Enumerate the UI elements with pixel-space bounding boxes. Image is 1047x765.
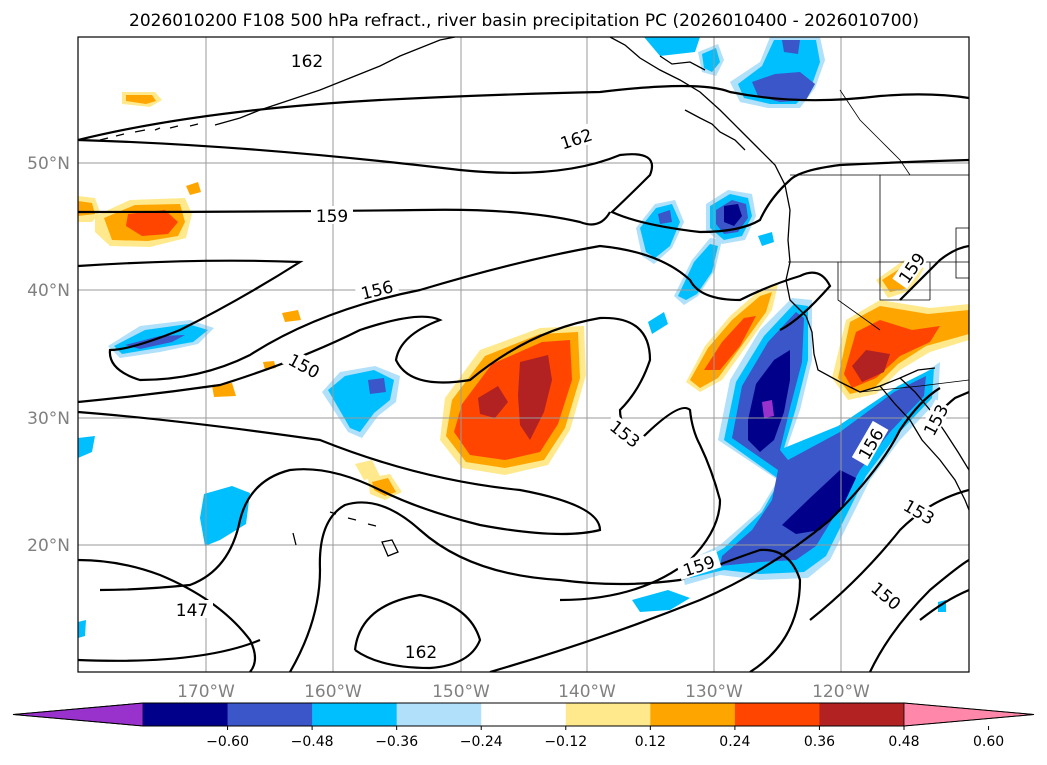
- shade-pos-2: [372, 478, 396, 496]
- colorbar-swatch: [227, 703, 313, 726]
- shade-pos-1: [355, 460, 380, 480]
- map-title: 2026010200 F108 500 hPa refract., river …: [129, 11, 919, 31]
- colorbar-swatch: [143, 703, 229, 726]
- shade-neg-3: [752, 72, 815, 102]
- shade-pos-4: [478, 386, 508, 418]
- shade-pos-4: [852, 350, 890, 382]
- colorbar-swatch: [312, 703, 398, 726]
- colorbar-tick-label: 0.60: [973, 734, 1004, 750]
- contour-label: 162: [291, 52, 323, 72]
- contour-label: 147: [176, 601, 208, 621]
- shade-neg-2: [78, 436, 95, 458]
- colorbar-tick-label: −0.24: [460, 734, 503, 750]
- shade-neg-4: [782, 470, 856, 534]
- lat-label: 20°N: [27, 536, 70, 556]
- map-frame: [77, 36, 970, 673]
- shade-pos-3: [704, 316, 756, 370]
- colorbar-extend-low: [12, 702, 144, 727]
- shade-neg-5: [762, 400, 774, 418]
- shade-pos-2: [282, 310, 301, 322]
- lon-label: 140°W: [558, 682, 616, 702]
- shade-neg-2: [702, 48, 720, 72]
- latitude-labels: 50°N 40°N 30°N 20°N: [27, 154, 70, 556]
- shade-pos-2: [186, 182, 201, 195]
- colorbar-tick-label: −0.36: [375, 734, 418, 750]
- shade-neg-2: [678, 244, 718, 300]
- shade-neg-3: [368, 378, 386, 394]
- shade-neg-2: [644, 37, 700, 56]
- lat-label: 30°N: [27, 409, 70, 429]
- shade-neg-2: [688, 304, 934, 578]
- longitude-labels: 170°W 160°W 150°W 140°W 130°W 120°W: [177, 682, 870, 702]
- contour-labels: 162 162 159 156 150 153 156 153 159 150 …: [171, 52, 953, 663]
- shade-neg-2: [200, 486, 250, 546]
- map-panel: 162 162 159 156 150 153 156 153 159 150 …: [78, 37, 969, 672]
- colorbar-tick-label: −0.48: [291, 734, 334, 750]
- shade-neg-2: [78, 620, 86, 638]
- colorbar-outline: [12, 702, 1035, 727]
- colorbar-tick-label: 0.48: [888, 734, 919, 750]
- colorbar-swatch: [481, 703, 567, 726]
- shade-pos-3: [126, 210, 178, 236]
- shade-neg-2: [648, 312, 668, 334]
- shade-neg-3: [782, 40, 800, 54]
- shade-pos-4: [518, 355, 552, 440]
- shade-neg-2: [632, 590, 690, 612]
- colorbar-swatch: [819, 703, 905, 726]
- shade-neg-4: [724, 204, 742, 226]
- colorbar-tick-label: 0.24: [719, 734, 750, 750]
- colorbar-swatch: [734, 703, 820, 726]
- colorbar-extend-high: [903, 702, 1035, 727]
- lon-label: 170°W: [177, 682, 235, 702]
- shade-neg-2: [758, 232, 774, 246]
- colorbar-swatch: [650, 703, 736, 726]
- colorbar-swatch: [396, 703, 482, 726]
- lon-label: 120°W: [812, 682, 870, 702]
- colorbar-tick-label: 0.36: [804, 734, 835, 750]
- shade-neg-3: [658, 210, 672, 224]
- precip-shading: [78, 37, 969, 638]
- colorbar-tick-label: −0.12: [544, 734, 587, 750]
- colorbar-tick-label: 0.12: [635, 734, 666, 750]
- lon-label: 150°W: [432, 682, 490, 702]
- shade-pos-2: [212, 383, 236, 397]
- political-borders: [788, 89, 969, 393]
- lon-label: 160°W: [304, 682, 362, 702]
- contour-label: 162: [405, 643, 437, 663]
- lat-label: 40°N: [27, 281, 70, 301]
- lon-label: 130°W: [685, 682, 743, 702]
- colorbar: [12, 702, 1035, 727]
- shade-neg-3: [125, 335, 185, 349]
- colorbar-tick-label: −0.60: [206, 734, 249, 750]
- colorbar-swatch: [565, 703, 651, 726]
- colorbar-labels: −0.60 −0.48 −0.36 −0.24 −0.12 0.12 0.24 0.36 0.4…: [206, 726, 1004, 750]
- contour-label: 159: [316, 207, 348, 227]
- lat-label: 50°N: [27, 154, 70, 174]
- shade-pos-2: [126, 95, 156, 104]
